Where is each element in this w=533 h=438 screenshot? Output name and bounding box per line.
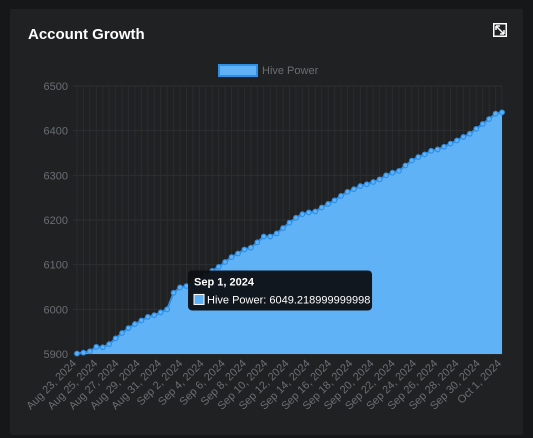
data-point xyxy=(125,325,132,331)
data-point xyxy=(447,140,454,147)
data-point xyxy=(344,188,351,195)
data-point xyxy=(280,225,286,231)
data-point xyxy=(370,179,377,185)
data-point xyxy=(428,147,435,154)
data-point xyxy=(312,208,319,215)
data-point xyxy=(235,250,241,257)
y-tick-label: 6400 xyxy=(44,126,68,138)
data-point xyxy=(177,284,183,291)
data-point xyxy=(318,204,325,211)
data-point xyxy=(460,134,467,140)
data-point xyxy=(99,344,106,351)
data-point xyxy=(492,110,499,117)
data-point xyxy=(215,264,222,270)
data-point xyxy=(383,172,389,179)
data-point xyxy=(80,349,87,356)
data-point xyxy=(112,335,119,342)
data-point xyxy=(325,201,332,207)
data-point xyxy=(151,312,158,319)
data-point xyxy=(247,244,254,251)
data-point xyxy=(293,214,299,221)
data-point xyxy=(119,330,125,336)
y-tick-label: 6200 xyxy=(44,215,68,227)
data-point xyxy=(363,181,370,188)
y-tick-label: 6300 xyxy=(44,170,68,182)
data-point xyxy=(164,306,171,313)
card-title: Account Growth xyxy=(28,26,145,43)
data-point xyxy=(138,317,145,324)
expand-icon[interactable] xyxy=(493,23,507,37)
data-point xyxy=(106,341,113,348)
data-point xyxy=(415,154,422,160)
data-point xyxy=(267,233,274,240)
data-point xyxy=(434,146,441,153)
legend-swatch xyxy=(218,64,258,77)
data-point xyxy=(338,192,344,199)
legend-label: Hive Power xyxy=(262,65,319,77)
data-point xyxy=(286,219,293,226)
data-point xyxy=(421,151,428,158)
data-point xyxy=(376,176,383,183)
data-point xyxy=(473,125,480,132)
y-tick-label: 6500 xyxy=(44,81,68,93)
tooltip-title: Sep 1, 2024 xyxy=(194,276,255,288)
data-point xyxy=(74,350,80,357)
data-point xyxy=(466,130,473,137)
tooltip-swatch xyxy=(193,293,205,305)
data-point xyxy=(454,137,460,144)
data-point xyxy=(357,183,364,189)
data-point xyxy=(486,116,493,122)
y-tick-label: 6100 xyxy=(44,260,68,272)
data-point xyxy=(402,162,409,169)
data-point xyxy=(331,197,338,204)
data-point xyxy=(144,314,151,320)
data-point xyxy=(93,343,100,350)
data-point xyxy=(479,121,486,127)
data-point xyxy=(241,246,248,253)
data-point xyxy=(228,254,235,260)
tooltip-box xyxy=(188,270,373,311)
data-point xyxy=(499,109,505,116)
data-point xyxy=(254,239,261,246)
data-point xyxy=(396,167,402,174)
tooltip-label: Hive Power: 6049.218999999998 xyxy=(207,294,370,306)
data-point xyxy=(260,233,267,240)
data-point xyxy=(132,321,138,327)
data-point xyxy=(408,157,415,164)
data-point xyxy=(305,209,312,216)
data-point xyxy=(299,211,306,218)
data-point xyxy=(350,186,357,193)
data-point xyxy=(157,309,164,316)
data-point xyxy=(86,348,93,355)
data-point xyxy=(441,143,447,150)
y-tick-label: 5900 xyxy=(44,349,68,361)
data-point xyxy=(273,230,280,237)
data-point xyxy=(170,289,177,296)
data-point xyxy=(222,259,229,265)
data-point xyxy=(389,169,396,176)
y-tick-label: 6000 xyxy=(44,304,68,316)
